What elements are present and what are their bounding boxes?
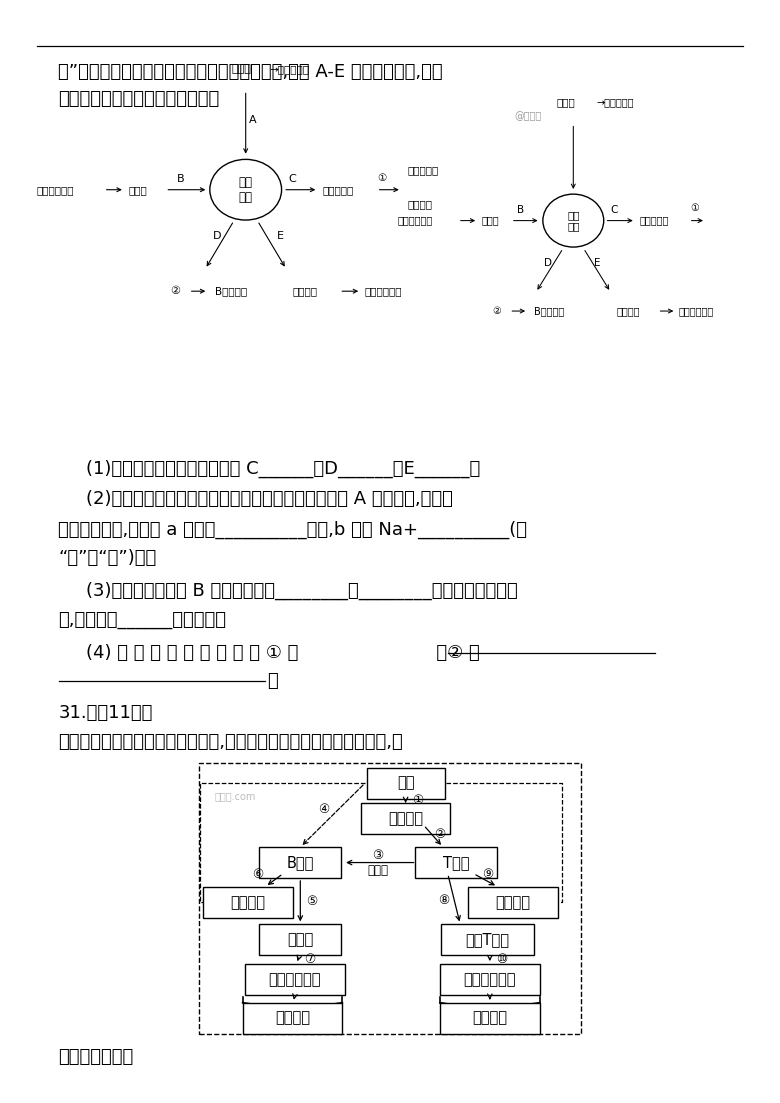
Text: 31.（八11分）: 31.（八11分） — [58, 704, 153, 721]
Text: “内”或“外”)流。: “内”或“外”)流。 — [58, 549, 157, 567]
Text: @正确云: @正确云 — [515, 110, 542, 121]
Text: ①: ① — [690, 203, 699, 214]
Text: (3)人体内信息分子 B 的分泌最受到________和________两种信息分子的调: (3)人体内信息分子 B 的分泌最受到________和________两种信息… — [86, 582, 518, 600]
Text: ④: ④ — [318, 803, 329, 816]
Text: (4) 图 中 发 生 的 生 理 变 化 ① 是                        ，② 是: (4) 图 中 发 生 的 生 理 变 化 ① 是 ，② 是 — [86, 644, 480, 662]
Text: 发挥免疫作用: 发挥免疫作用 — [463, 972, 516, 987]
Text: 下图表示人体内特异性免疫的过程,图中数字分别代表相应的生理活动,试: 下图表示人体内特异性免疫的过程,图中数字分别代表相应的生理活动,试 — [58, 733, 403, 751]
Text: 某物质: 某物质 — [367, 864, 388, 877]
Text: C: C — [289, 173, 296, 184]
Bar — [441, 924, 534, 955]
Text: C: C — [610, 204, 617, 215]
Text: (2)若右上图表示人体受到寒冷刺激时下丘脑细胞接受 A 物质前后,膜两侧: (2)若右上图表示人体受到寒冷刺激时下丘脑细胞接受 A 物质前后,膜两侧 — [86, 490, 452, 507]
Text: 记忆细胞: 记忆细胞 — [496, 895, 530, 910]
Bar — [360, 803, 451, 834]
Text: B细胞: B细胞 — [286, 855, 314, 870]
Text: 言”。下图是人体内某些信息传递机制的模式图,字母 A-E 表示信息分子,数字: 言”。下图是人体内某些信息传递机制的模式图,字母 A-E 表示信息分子,数字 — [58, 63, 443, 81]
Bar — [440, 1003, 540, 1034]
Ellipse shape — [543, 194, 604, 247]
Text: →管骨肌战栗: →管骨肌战栗 — [597, 97, 634, 108]
Text: ①: ① — [378, 172, 387, 183]
Bar — [468, 887, 558, 918]
Bar — [440, 964, 540, 995]
Text: 体液免疫: 体液免疫 — [275, 1010, 310, 1026]
Bar — [199, 763, 581, 1034]
Text: 下丘脑: 下丘脑 — [556, 97, 575, 108]
Text: E: E — [277, 231, 284, 242]
Text: 促进人体发汗: 促进人体发汗 — [398, 215, 433, 226]
Bar — [259, 924, 342, 955]
Text: ⑤: ⑤ — [307, 895, 317, 908]
Bar — [245, 964, 345, 995]
Text: 信息
分子: 信息 分子 — [239, 175, 253, 204]
Bar — [367, 768, 445, 799]
Text: ⑥: ⑥ — [253, 868, 264, 881]
Text: D: D — [213, 231, 222, 242]
Text: ②: ② — [434, 828, 445, 842]
Text: 浆细胞: 浆细胞 — [287, 932, 314, 947]
Text: 细胞免疫: 细胞免疫 — [473, 1010, 507, 1026]
Text: ②: ② — [171, 286, 180, 297]
Text: 甲状腺: 甲状腺 — [129, 184, 147, 195]
Text: (1)请写出相关信息分子的名称 C______、D______、E______。: (1)请写出相关信息分子的名称 C______、D______、E______。 — [86, 460, 480, 478]
Text: ⑦: ⑦ — [304, 953, 315, 966]
Text: 透压下降: 透压下降 — [408, 199, 433, 210]
Text: 吞噬细胞: 吞噬细胞 — [388, 811, 423, 826]
Text: 表示相关生理变化。请据图回答：: 表示相关生理变化。请据图回答： — [58, 90, 220, 108]
Text: 回答下列问题：: 回答下列问题： — [58, 1048, 133, 1065]
Text: A: A — [249, 115, 257, 126]
Text: 肾小管细胞: 肾小管细胞 — [322, 184, 353, 195]
Bar — [203, 887, 293, 918]
Text: ⑩: ⑩ — [496, 953, 507, 966]
Text: 细胞外液渗: 细胞外液渗 — [408, 164, 439, 175]
Text: 效应T细胞: 效应T细胞 — [466, 932, 509, 947]
Bar — [243, 1003, 342, 1034]
Text: B淋巴细胞: B淋巴细胞 — [534, 306, 565, 317]
Text: 降低血糖浓度: 降低血糖浓度 — [679, 306, 714, 317]
Text: D: D — [544, 257, 552, 268]
Text: 发挥免疫作用: 发挥免疫作用 — [268, 972, 321, 987]
Text: ⑨: ⑨ — [482, 868, 493, 881]
Bar — [415, 847, 498, 878]
Bar — [259, 847, 342, 878]
Text: 下丘脑: 下丘脑 — [232, 64, 252, 75]
Text: 电位差的变化,则图中 a 段表示__________电位,b 点时 Na+__________(填: 电位差的变化,则图中 a 段表示__________电位,b 点时 Na+___… — [58, 521, 527, 538]
Text: 抗原: 抗原 — [397, 775, 414, 791]
Text: ⑧: ⑧ — [438, 893, 449, 907]
Text: ③: ③ — [372, 849, 383, 863]
Text: E: E — [594, 257, 601, 268]
Text: ②: ② — [492, 306, 502, 317]
Text: 节,这是一种______调节机制。: 节,这是一种______调节机制。 — [58, 611, 226, 629]
Text: 记忆细胞: 记忆细胞 — [231, 895, 265, 910]
Text: B: B — [177, 173, 185, 184]
Text: 甲状腺: 甲状腺 — [481, 215, 499, 226]
Text: 降低血糖浓度: 降低血糖浓度 — [364, 286, 402, 297]
Text: 。: 。 — [267, 672, 278, 689]
Text: →管骨肌战栗: →管骨肌战栗 — [269, 64, 309, 75]
Ellipse shape — [210, 159, 282, 221]
Text: 组织细胞: 组织细胞 — [292, 286, 317, 297]
Text: 信息
分子: 信息 分子 — [567, 210, 580, 232]
Text: 正确云.com: 正确云.com — [215, 791, 256, 802]
Text: B淋巴细胞: B淋巴细胞 — [215, 286, 246, 297]
Text: 促进人体发汗: 促进人体发汗 — [37, 184, 74, 195]
Text: T细胞: T细胞 — [443, 855, 470, 870]
Text: 肾小管细胞: 肾小管细胞 — [640, 215, 669, 226]
Text: ①: ① — [413, 794, 424, 807]
Text: 组织细胞: 组织细胞 — [616, 306, 640, 317]
Text: B: B — [517, 204, 524, 215]
